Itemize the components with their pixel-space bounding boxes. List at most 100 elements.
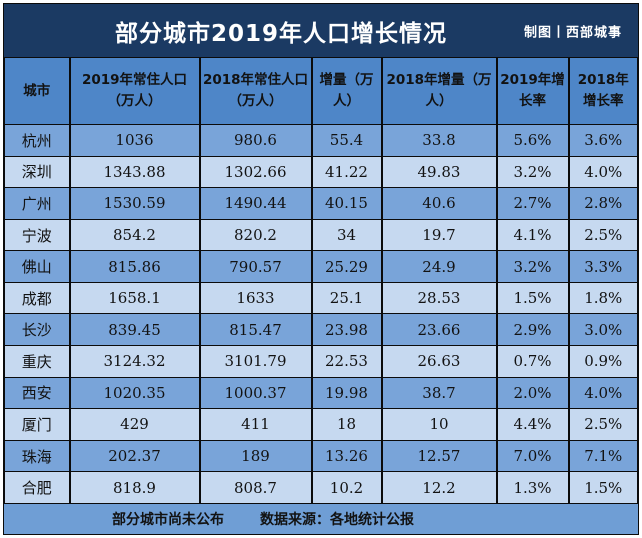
cell-pop-2018: 411 <box>198 408 312 441</box>
cell-rate-2018: 4.0% <box>567 155 638 189</box>
cell-delta-2019: 25.1 <box>310 281 382 315</box>
cell-delta-2018: 28.53 <box>380 281 497 315</box>
cell-delta-2018: 24.9 <box>380 250 497 283</box>
cell-delta-2018: 19.7 <box>380 218 497 252</box>
cell-city: 珠海 <box>4 439 70 473</box>
cell-delta-2019: 25.29 <box>310 250 382 283</box>
cell-rate-2018: 2.5% <box>567 218 638 252</box>
cell-delta-2018: 10 <box>380 408 497 441</box>
cell-rate-2019: 2.9% <box>495 313 569 347</box>
cell-city: 西安 <box>4 376 70 410</box>
cell-rate-2018: 2.8% <box>567 187 638 220</box>
cell-city: 厦门 <box>4 408 70 441</box>
cell-city: 广州 <box>4 187 70 220</box>
cell-pop-2019: 202.37 <box>68 439 200 473</box>
cell-delta-2018: 38.7 <box>380 376 497 410</box>
cell-delta-2018: 49.83 <box>380 155 497 189</box>
column-header-delta-2019: 增量（万人） <box>310 57 382 125</box>
cell-pop-2019: 3124.32 <box>68 345 200 378</box>
cell-delta-2019: 40.15 <box>310 187 382 220</box>
cell-pop-2019: 429 <box>68 408 200 441</box>
column-header-rate-2018: 2018年增长率 <box>567 57 638 125</box>
cell-rate-2018: 1.5% <box>567 471 638 504</box>
cell-delta-2019: 13.26 <box>310 439 382 473</box>
cell-pop-2018: 820.2 <box>198 218 312 252</box>
table-row-ningbo: 宁波 854.2 820.2 34 19.7 4.1% 2.5% <box>4 218 638 252</box>
table-row-guangzhou: 广州 1530.59 1490.44 40.15 40.6 2.7% 2.8% <box>4 187 638 220</box>
table-row-xian: 西安 1020.35 1000.37 19.98 38.7 2.0% 4.0% <box>4 376 638 410</box>
table-row-zhuhai: 珠海 202.37 189 13.26 12.57 7.0% 7.1% <box>4 439 638 473</box>
cell-delta-2019: 10.2 <box>310 471 382 504</box>
table-body: 杭州 1036 980.6 55.4 33.8 5.6% 3.6% 深圳 134… <box>4 124 638 504</box>
table-frame: 部分城市2019年人口增长情况 制图丨西部城事 城市 2019年常住人口（万人）… <box>3 3 639 535</box>
cell-city: 佛山 <box>4 250 70 283</box>
cell-rate-2019: 4.1% <box>495 218 569 252</box>
population-table: 城市 2019年常住人口（万人） 2018年常住人口（万人） 增量（万人） 20… <box>4 57 638 504</box>
cell-city: 深圳 <box>4 155 70 189</box>
cell-pop-2018: 3101.79 <box>198 345 312 378</box>
title-bar: 部分城市2019年人口增长情况 制图丨西部城事 <box>4 4 638 57</box>
cell-city: 宁波 <box>4 218 70 252</box>
cell-rate-2018: 3.3% <box>567 250 638 283</box>
cell-delta-2019: 22.53 <box>310 345 382 378</box>
cell-pop-2019: 854.2 <box>68 218 200 252</box>
column-header-pop-2019: 2019年常住人口（万人） <box>68 57 200 125</box>
column-header-pop-2018: 2018年常住人口（万人） <box>198 57 312 125</box>
cell-pop-2018: 189 <box>198 439 312 473</box>
column-header-city: 城市 <box>4 57 70 125</box>
cell-city: 长沙 <box>4 313 70 347</box>
cell-delta-2019: 18 <box>310 408 382 441</box>
table-row-chengdu: 成都 1658.1 1633 25.1 28.53 1.5% 1.8% <box>4 281 638 315</box>
cell-pop-2018: 1633 <box>198 281 312 315</box>
footer-note: 部分城市尚未公布 <box>112 512 224 528</box>
cell-pop-2019: 1036 <box>68 124 200 157</box>
cell-delta-2018: 33.8 <box>380 124 497 157</box>
cell-delta-2018: 12.57 <box>380 439 497 473</box>
table-row-xiamen: 厦门 429 411 18 10 4.4% 2.5% <box>4 408 638 441</box>
page-title: 部分城市2019年人口增长情况 <box>114 20 447 47</box>
cell-rate-2019: 3.2% <box>495 250 569 283</box>
cell-rate-2018: 7.1% <box>567 439 638 473</box>
cell-pop-2019: 1020.35 <box>68 376 200 410</box>
table-row-shenzhen: 深圳 1343.88 1302.66 41.22 49.83 3.2% 4.0% <box>4 155 638 189</box>
cell-rate-2019: 2.7% <box>495 187 569 220</box>
cell-pop-2018: 980.6 <box>198 124 312 157</box>
cell-city: 成都 <box>4 281 70 315</box>
cell-delta-2019: 23.98 <box>310 313 382 347</box>
column-header-delta-2018: 2018年增量（万人） <box>380 57 497 125</box>
cell-rate-2019: 0.7% <box>495 345 569 378</box>
cell-delta-2019: 19.98 <box>310 376 382 410</box>
cell-pop-2019: 1530.59 <box>68 187 200 220</box>
cell-rate-2018: 3.6% <box>567 124 638 157</box>
cell-rate-2019: 1.3% <box>495 471 569 504</box>
cell-rate-2019: 2.0% <box>495 376 569 410</box>
cell-delta-2018: 40.6 <box>380 187 497 220</box>
credit-label: 制图丨西部城事 <box>523 25 622 40</box>
cell-delta-2019: 55.4 <box>310 124 382 157</box>
cell-city: 杭州 <box>4 124 70 157</box>
cell-delta-2019: 41.22 <box>310 155 382 189</box>
table-row-chongqing: 重庆 3124.32 3101.79 22.53 26.63 0.7% 0.9% <box>4 345 638 378</box>
cell-rate-2019: 3.2% <box>495 155 569 189</box>
cell-city: 合肥 <box>4 471 70 504</box>
cell-delta-2018: 26.63 <box>380 345 497 378</box>
cell-delta-2018: 23.66 <box>380 313 497 347</box>
cell-pop-2019: 818.9 <box>68 471 200 504</box>
cell-rate-2019: 5.6% <box>495 124 569 157</box>
cell-rate-2018: 3.0% <box>567 313 638 347</box>
cell-pop-2019: 1658.1 <box>68 281 200 315</box>
cell-pop-2019: 1343.88 <box>68 155 200 189</box>
cell-pop-2018: 808.7 <box>198 471 312 504</box>
footer-bar: 部分城市尚未公布 数据来源：各地统计公报 <box>4 504 638 534</box>
cell-rate-2019: 4.4% <box>495 408 569 441</box>
cell-delta-2019: 34 <box>310 218 382 252</box>
table-row-foshan: 佛山 815.86 790.57 25.29 24.9 3.2% 3.3% <box>4 250 638 283</box>
cell-pop-2018: 1490.44 <box>198 187 312 220</box>
table-row-hangzhou: 杭州 1036 980.6 55.4 33.8 5.6% 3.6% <box>4 124 638 157</box>
cell-rate-2018: 2.5% <box>567 408 638 441</box>
cell-pop-2018: 790.57 <box>198 250 312 283</box>
cell-pop-2018: 1302.66 <box>198 155 312 189</box>
cell-rate-2018: 1.8% <box>567 281 638 315</box>
cell-rate-2019: 7.0% <box>495 439 569 473</box>
